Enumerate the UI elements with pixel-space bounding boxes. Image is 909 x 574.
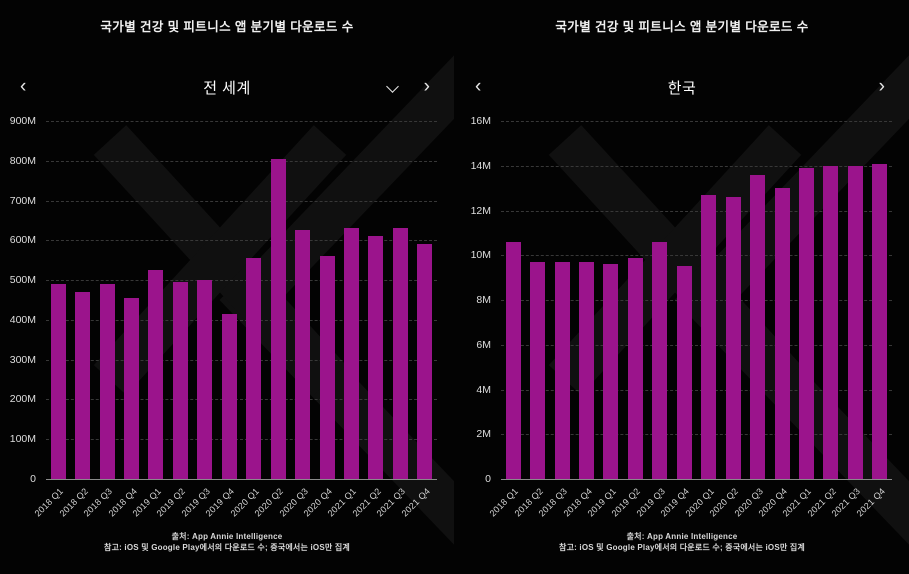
bar-2020-Q3[interactable] [750,174,766,479]
bar-2021-Q1[interactable] [798,168,814,479]
bar-2018-Q4[interactable] [579,261,595,479]
bar-2019-Q4[interactable] [676,266,692,479]
y-axis-tick-label: 500M [9,274,36,287]
bar-2018-Q1[interactable] [50,284,66,479]
chart-title: 국가별 건강 및 피트니스 앱 분기별 다운로드 수 [555,20,809,34]
bar-2019-Q2[interactable] [627,257,643,479]
bar-series [46,121,437,479]
plot-area [501,121,892,480]
x-axis-baseline [501,479,892,480]
source-note: 출처: App Annie Intelligence [171,532,283,541]
bar-2021-Q2[interactable] [823,165,839,479]
y-axis-tick-label: 10M [470,249,491,262]
bar-2020-Q3[interactable] [295,230,311,479]
bar-2020-Q4[interactable] [774,188,790,479]
region-selector: ‹ 한국 › [455,74,909,100]
y-axis-tick-label: 300M [9,353,36,366]
region-label: 한국 [667,80,697,97]
y-axis-tick-label: 2M [476,428,491,441]
bar-2018-Q3[interactable] [99,284,115,479]
bar-2021-Q3[interactable] [392,228,408,479]
y-axis-tick-label: 6M [476,338,491,351]
y-axis-tick-label: 4M [476,383,491,396]
y-axis-tick-label: 800M [9,154,36,167]
bar-2018-Q4[interactable] [124,298,140,479]
bar-2020-Q2[interactable] [270,158,286,479]
bar-2018-Q2[interactable] [75,292,91,479]
bar-2019-Q4[interactable] [221,313,237,479]
footnote: 참고: iOS 및 Google Play에서의 다운로드 수; 중국에서는 i… [559,543,805,552]
bar-2021-Q4[interactable] [872,163,888,479]
y-axis: 0 100M 200M 300M 400M 500M 600M 700M 800M 900M [0,115,40,485]
y-axis: 0 2M 4M 6M 8M 10M 12M 14M 16M [455,115,495,485]
y-axis-tick-label: 16M [470,115,491,127]
bar-series [501,121,892,479]
bar-2020-Q1[interactable] [701,194,717,479]
source-note: 출처: App Annie Intelligence [626,532,738,541]
bar-2018-Q1[interactable] [505,241,521,479]
x-axis-baseline [46,479,437,480]
region-selector: ‹ 전 세계 › [0,74,454,100]
chart-footer: 출처: App Annie Intelligence 참고: iOS 및 Goo… [455,531,909,553]
next-region-button[interactable]: › [423,76,430,97]
y-axis-tick-label: 600M [9,234,36,247]
y-axis-tick-label: 0 [30,473,36,485]
plot-area [46,121,437,480]
y-axis-tick-label: 0 [485,473,491,485]
bar-2019-Q3[interactable] [197,280,213,479]
bar-2021-Q1[interactable] [343,228,359,479]
region-label: 전 세계 [203,80,251,97]
bar-2019-Q1[interactable] [603,264,619,479]
bar-2019-Q3[interactable] [652,241,668,479]
bar-2020-Q4[interactable] [319,256,335,479]
chart-panel-korea: 국가별 건강 및 피트니스 앱 분기별 다운로드 수 ‹ 한국 › 0 2M 4M 6… [455,0,909,574]
chart-panel-worldwide: 국가별 건강 및 피트니스 앱 분기별 다운로드 수 ‹ 전 세계 › 0 100… [0,0,496,574]
bar-2021-Q4[interactable] [417,244,433,479]
y-axis-tick-label: 400M [9,313,36,326]
bar-2021-Q2[interactable] [368,236,384,479]
bar-2018-Q3[interactable] [554,261,570,479]
footnote: 참고: iOS 및 Google Play에서의 다운로드 수; 중국에서는 i… [104,543,350,552]
bar-2019-Q2[interactable] [172,282,188,479]
bar-2021-Q3[interactable] [847,165,863,479]
chart-footer: 출처: App Annie Intelligence 참고: iOS 및 Goo… [0,531,454,553]
y-axis-tick-label: 12M [470,204,491,217]
next-region-button[interactable]: › [878,76,885,97]
y-axis-tick-label: 700M [9,194,36,207]
chart-title: 국가별 건강 및 피트니스 앱 분기별 다운로드 수 [100,20,354,34]
bar-2020-Q1[interactable] [246,258,262,479]
chevron-down-icon[interactable] [388,81,398,91]
y-axis-tick-label: 100M [9,433,36,446]
bar-2020-Q2[interactable] [725,197,741,479]
bar-2018-Q2[interactable] [530,261,546,479]
y-axis-tick-label: 8M [476,294,491,306]
bar-2019-Q1[interactable] [148,270,164,479]
y-axis-tick-label: 900M [9,115,36,127]
y-axis-tick-label: 200M [9,393,36,406]
y-axis-tick-label: 14M [470,159,491,172]
prev-region-button[interactable]: ‹ [20,76,27,97]
